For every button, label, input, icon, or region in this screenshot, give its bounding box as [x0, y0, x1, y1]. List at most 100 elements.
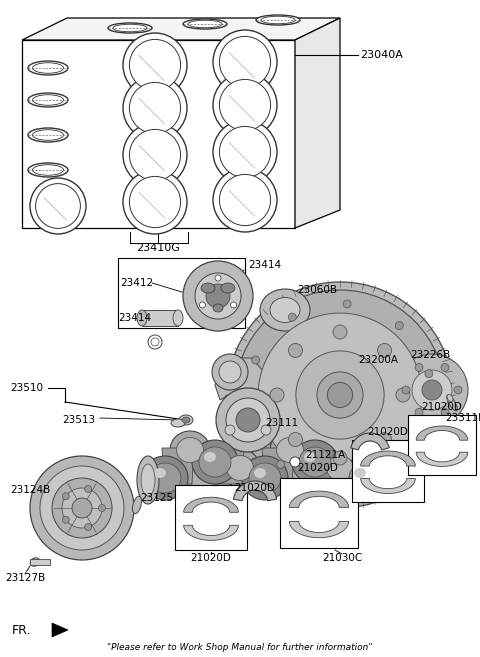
- Circle shape: [247, 413, 255, 420]
- Text: 23412: 23412: [120, 278, 153, 288]
- Circle shape: [441, 363, 449, 371]
- Ellipse shape: [28, 93, 68, 107]
- Ellipse shape: [299, 447, 331, 477]
- Polygon shape: [360, 451, 415, 466]
- Circle shape: [219, 36, 271, 87]
- Circle shape: [40, 466, 124, 550]
- Ellipse shape: [30, 558, 40, 566]
- Polygon shape: [184, 526, 239, 540]
- Polygon shape: [215, 358, 268, 400]
- Circle shape: [327, 382, 353, 407]
- Bar: [408, 415, 476, 475]
- Ellipse shape: [220, 449, 260, 487]
- Circle shape: [396, 321, 403, 330]
- Polygon shape: [416, 452, 468, 466]
- Circle shape: [230, 302, 237, 308]
- Circle shape: [213, 168, 277, 232]
- Ellipse shape: [192, 440, 238, 484]
- Circle shape: [454, 386, 462, 394]
- Bar: [142, 310, 178, 326]
- Circle shape: [206, 284, 230, 308]
- Ellipse shape: [213, 304, 223, 312]
- Circle shape: [425, 370, 433, 378]
- Polygon shape: [233, 481, 276, 501]
- Circle shape: [36, 183, 81, 229]
- Ellipse shape: [171, 419, 185, 427]
- Circle shape: [148, 335, 162, 349]
- Circle shape: [130, 39, 180, 91]
- Circle shape: [296, 351, 384, 439]
- Circle shape: [62, 488, 102, 528]
- Text: 23060B: 23060B: [297, 285, 337, 295]
- Ellipse shape: [242, 456, 288, 500]
- Circle shape: [288, 313, 296, 321]
- Circle shape: [219, 361, 241, 383]
- Ellipse shape: [276, 438, 303, 463]
- Circle shape: [402, 386, 410, 394]
- Ellipse shape: [447, 394, 453, 401]
- Circle shape: [219, 174, 271, 225]
- Ellipse shape: [221, 283, 235, 293]
- Circle shape: [123, 123, 187, 187]
- Polygon shape: [336, 454, 368, 490]
- Circle shape: [415, 363, 423, 371]
- Circle shape: [213, 73, 277, 137]
- Circle shape: [258, 313, 422, 477]
- Circle shape: [62, 493, 69, 500]
- Circle shape: [123, 170, 187, 234]
- Polygon shape: [52, 623, 68, 637]
- Circle shape: [213, 30, 277, 94]
- Circle shape: [333, 325, 347, 339]
- Polygon shape: [262, 448, 294, 484]
- Circle shape: [219, 126, 271, 177]
- Ellipse shape: [179, 415, 193, 425]
- Ellipse shape: [320, 449, 360, 487]
- Circle shape: [420, 426, 428, 434]
- Polygon shape: [289, 522, 348, 537]
- Text: FR.: FR.: [12, 623, 31, 637]
- Text: 23127B: 23127B: [5, 573, 45, 583]
- Ellipse shape: [182, 417, 190, 423]
- Circle shape: [261, 425, 271, 435]
- Circle shape: [183, 261, 253, 331]
- Ellipse shape: [349, 463, 381, 493]
- Ellipse shape: [342, 456, 388, 500]
- Polygon shape: [295, 18, 340, 228]
- Ellipse shape: [33, 129, 63, 140]
- Bar: [118, 258, 245, 328]
- Ellipse shape: [149, 463, 181, 493]
- Circle shape: [219, 79, 271, 131]
- Ellipse shape: [142, 456, 188, 500]
- Polygon shape: [351, 433, 389, 450]
- Ellipse shape: [183, 19, 227, 29]
- Ellipse shape: [304, 452, 316, 462]
- Polygon shape: [312, 448, 344, 484]
- Text: "Please refer to Work Shop Manual for further information": "Please refer to Work Shop Manual for fu…: [107, 643, 373, 652]
- Circle shape: [226, 398, 270, 442]
- Circle shape: [62, 516, 69, 523]
- Text: 23513: 23513: [62, 415, 95, 425]
- Ellipse shape: [249, 463, 281, 493]
- Text: 23124B: 23124B: [10, 485, 50, 495]
- Polygon shape: [162, 448, 194, 484]
- Circle shape: [317, 372, 363, 418]
- Text: 23510: 23510: [10, 383, 43, 393]
- Text: 23226B: 23226B: [410, 350, 450, 360]
- Circle shape: [378, 344, 392, 357]
- Ellipse shape: [199, 447, 231, 477]
- Circle shape: [151, 338, 159, 346]
- Ellipse shape: [177, 438, 204, 463]
- Text: 23125: 23125: [140, 493, 173, 503]
- Ellipse shape: [201, 283, 215, 293]
- Text: 21020D: 21020D: [421, 402, 462, 412]
- Circle shape: [378, 432, 392, 447]
- Text: 21020D: 21020D: [298, 463, 338, 473]
- Ellipse shape: [33, 63, 63, 73]
- Bar: [280, 478, 358, 548]
- Circle shape: [130, 129, 180, 181]
- Circle shape: [288, 344, 302, 357]
- Text: 23200A: 23200A: [358, 355, 398, 365]
- Circle shape: [123, 76, 187, 140]
- Ellipse shape: [33, 95, 63, 105]
- Circle shape: [212, 354, 248, 390]
